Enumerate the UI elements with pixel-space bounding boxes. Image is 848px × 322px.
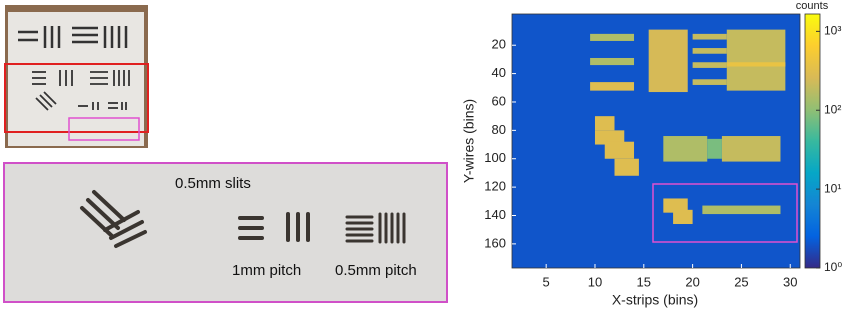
y-tick-label: 60 — [492, 93, 506, 108]
heatmap-cell — [692, 79, 727, 85]
x-tick-label: 30 — [783, 274, 797, 289]
roi-box — [652, 183, 798, 243]
heatmap-cell — [590, 82, 635, 91]
colorbar-label: counts — [796, 0, 829, 12]
heatmap-cell — [726, 29, 786, 91]
heatmap-cell — [648, 29, 688, 93]
x-tick-label: 10 — [588, 274, 602, 289]
heatmap-cell — [673, 209, 693, 225]
heatmap-cell — [707, 138, 722, 159]
x-tick-label: 15 — [637, 274, 651, 289]
heatmap-cell — [590, 57, 635, 66]
heatmap-cell — [692, 48, 727, 54]
heatmap-cell — [594, 116, 615, 131]
x-tick-label: 20 — [685, 274, 699, 289]
y-tick-label: 20 — [492, 37, 506, 52]
heatmap-cell — [721, 136, 781, 162]
heatmap-cell — [590, 33, 635, 41]
y-tick-label: 120 — [484, 179, 506, 194]
heatmap-cell — [663, 136, 708, 162]
heatmap — [511, 13, 801, 269]
photo-label: 1mm pitch — [232, 262, 301, 279]
y-tick-label: 100 — [484, 150, 506, 165]
colorbar — [804, 13, 821, 269]
x-tick-label: 25 — [734, 274, 748, 289]
colorbar-tick-label: 10² — [824, 102, 841, 116]
heatmap-cell — [692, 33, 727, 40]
plot-frame — [511, 13, 801, 269]
heatmap-cell — [614, 158, 639, 176]
heatmap-cell — [594, 130, 625, 145]
photo-label: 0.5mm slits — [175, 175, 251, 192]
inset-photo: 0.5mm slits 1mm pitch 0.5mm pitch — [3, 162, 448, 303]
y-axis-label: Y-wires (bins) — [461, 99, 477, 183]
y-tick-label: 160 — [484, 235, 506, 250]
y-tick-label: 140 — [484, 207, 506, 222]
y-tick-label: 40 — [492, 65, 506, 80]
y-tick-label: 80 — [492, 122, 506, 137]
heatmap-cell — [663, 198, 688, 213]
x-axis-label: X-strips (bins) — [612, 292, 698, 308]
colorbar-tick-label: 10¹ — [824, 181, 841, 195]
colorbar-tick-label: 10³ — [824, 24, 841, 38]
x-tick-label: 5 — [543, 274, 550, 289]
heatmap-cell — [726, 62, 786, 67]
colorbar-tick-label: 10⁰ — [824, 260, 842, 274]
heatmap-cell — [604, 141, 635, 159]
heatmap-cell — [692, 62, 727, 68]
photo — [4, 5, 149, 148]
photo-label: 0.5mm pitch — [335, 262, 417, 279]
heatmap-cell — [702, 205, 781, 215]
